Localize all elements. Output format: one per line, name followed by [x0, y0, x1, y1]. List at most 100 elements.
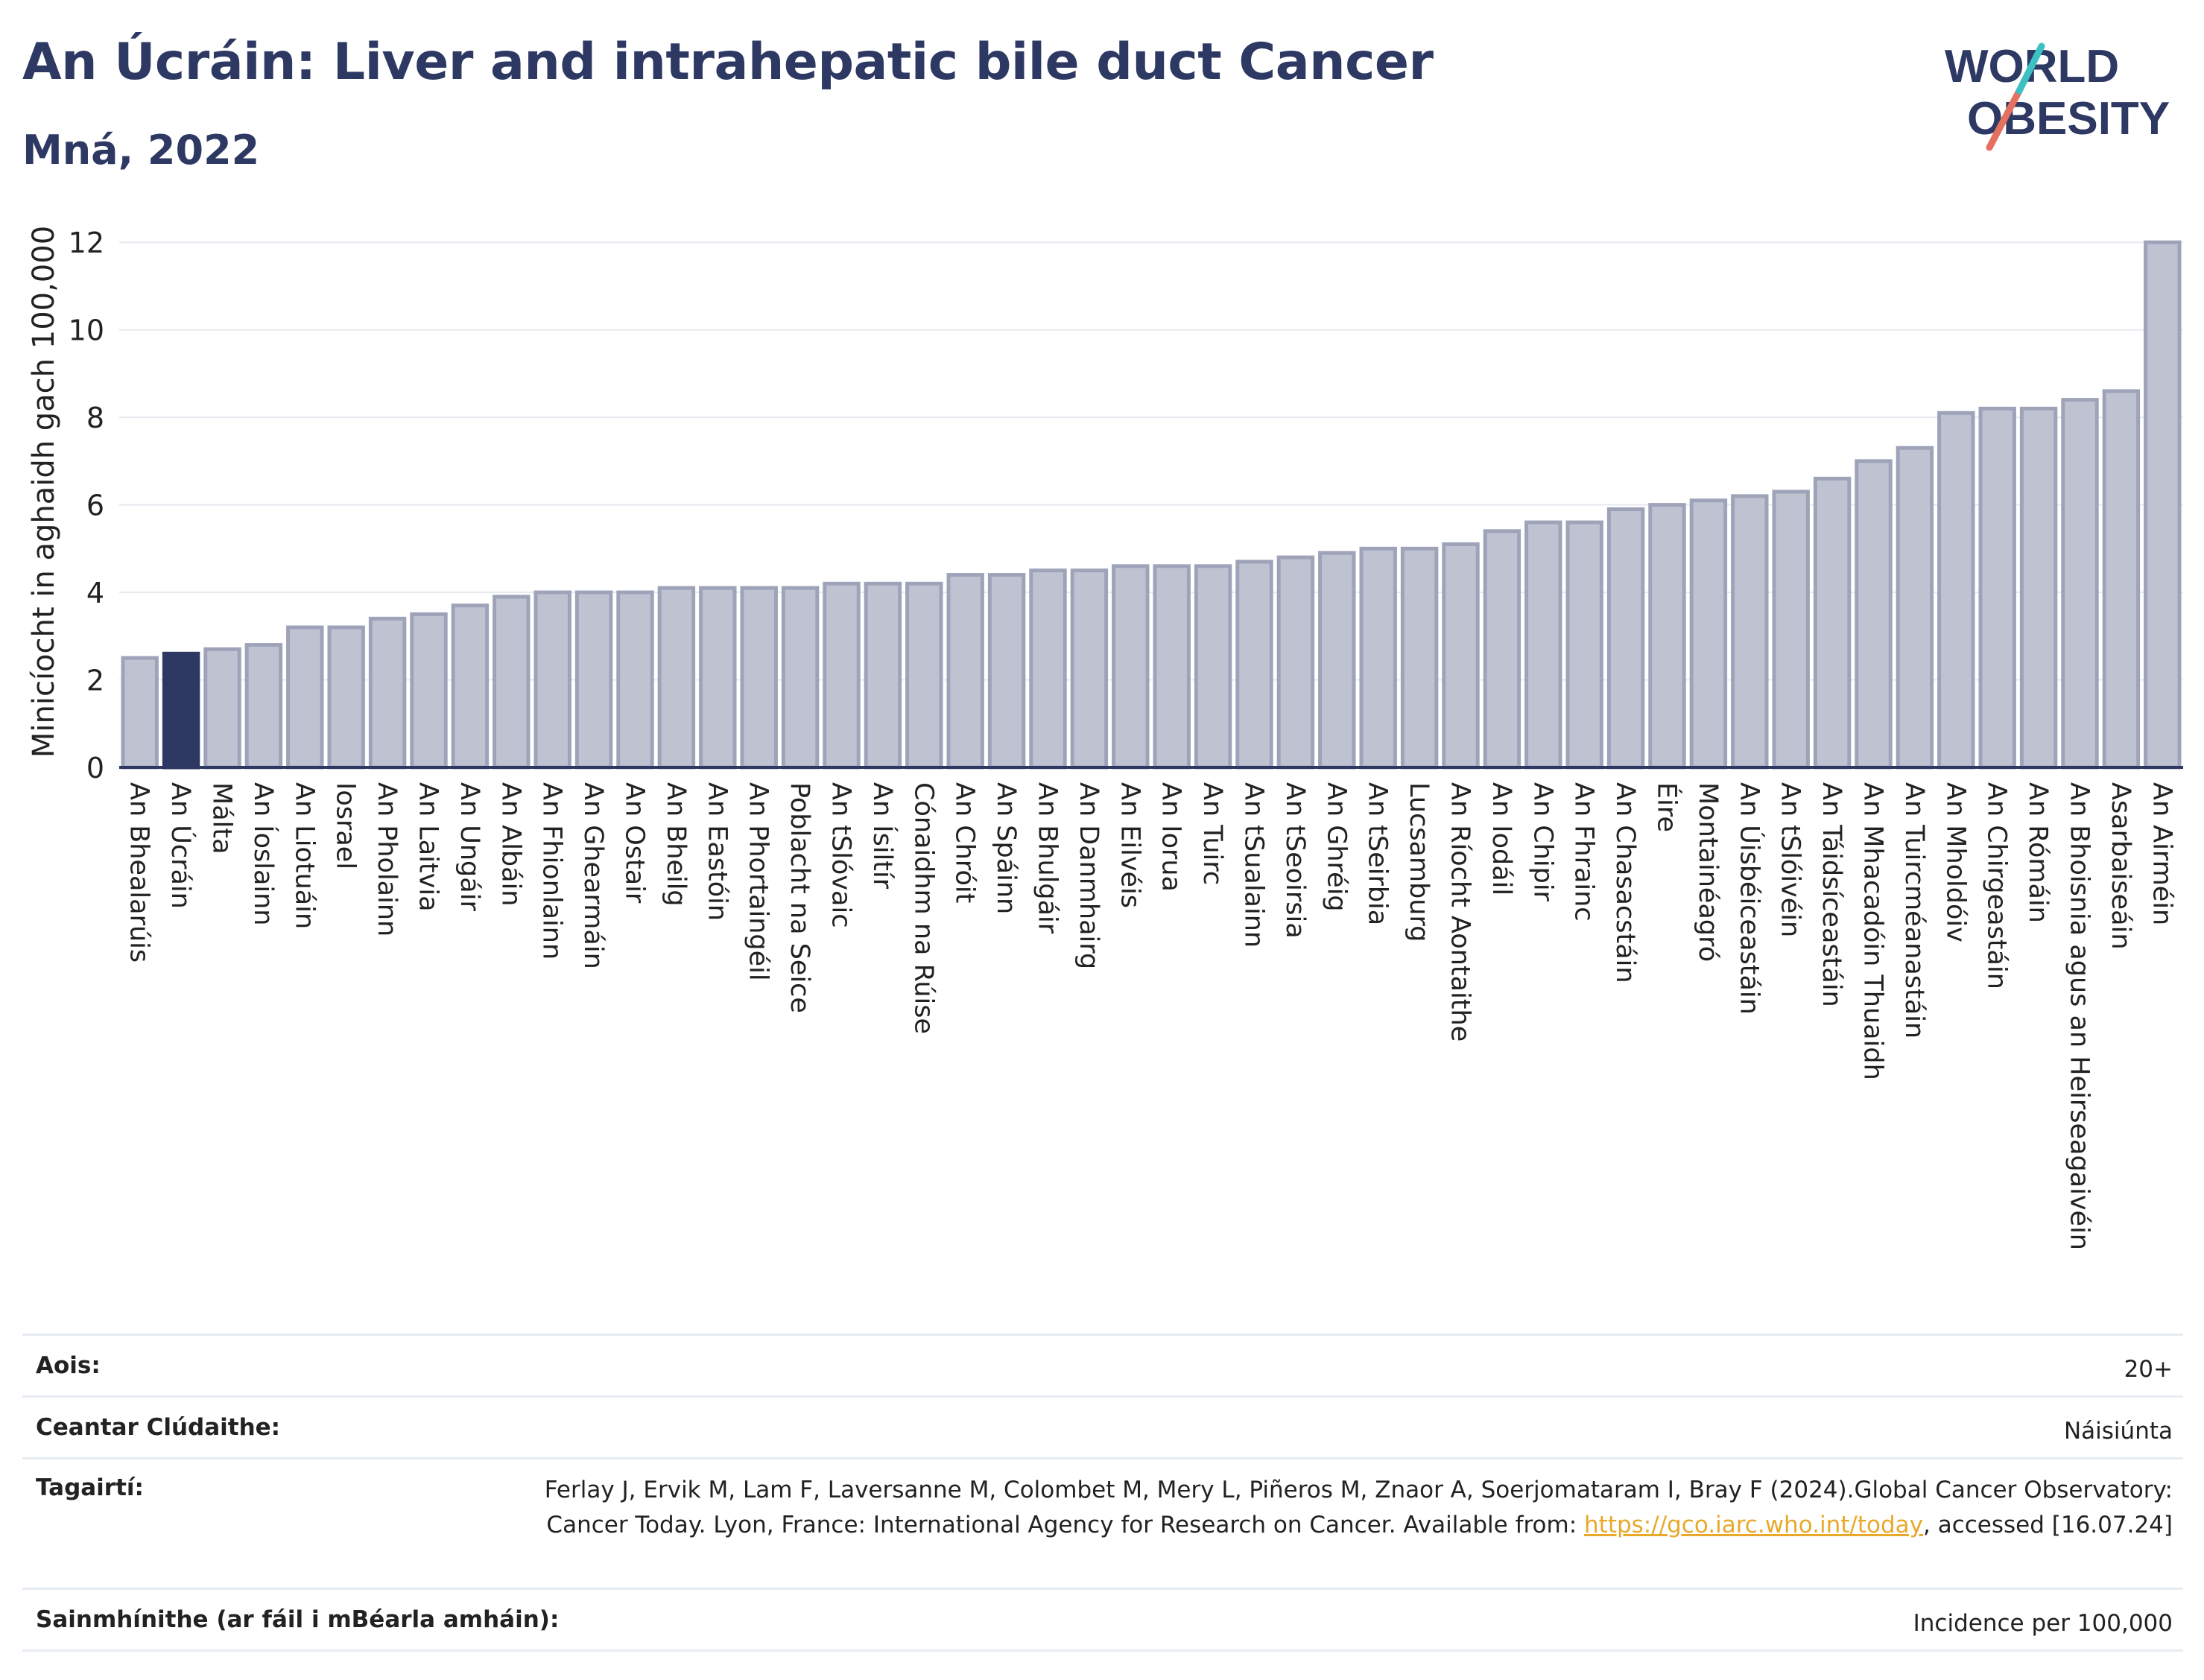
x-tick-label: An Úisbéiceastáin — [1734, 782, 1765, 1015]
x-tick-label: An Danmhairg — [1074, 782, 1103, 969]
x-tick-label: An Mholdóiv — [1940, 782, 1970, 942]
chart-subtitle: Mná, 2022 — [22, 127, 260, 174]
bar — [1855, 459, 1893, 770]
x-tick-label: An Rómáin — [2023, 782, 2053, 923]
bar — [1442, 542, 1480, 770]
bar — [1978, 406, 2016, 770]
bar — [1359, 546, 1397, 770]
x-tick-label: An Chirgeastáin — [1982, 782, 2012, 989]
bar — [1112, 564, 1150, 770]
reference-link[interactable]: https://gco.iarc.who.int/today — [1584, 1512, 1923, 1538]
bar — [987, 573, 1026, 770]
references-label: Tagairtí: — [36, 1474, 144, 1501]
x-tick-label: An Ísiltír — [867, 782, 899, 890]
bar — [1194, 564, 1232, 770]
x-tick-label: An Ríocht Aontaithe — [1445, 782, 1475, 1042]
bar — [574, 590, 613, 770]
bar — [1689, 498, 1728, 770]
bar — [1772, 489, 1810, 770]
details-row-definitions: Sainmhínithe (ar fáil i mBéarla amháin):… — [22, 1588, 2183, 1652]
x-tick-label: An Fhrainc — [1569, 782, 1599, 922]
y-tick-label: 0 — [86, 752, 104, 784]
bar — [533, 590, 571, 770]
bar — [121, 656, 159, 770]
x-tick-label: An Bhealarúis — [124, 782, 154, 963]
y-axis-label: Minicíocht in aghaidh gach 100,000 — [27, 226, 61, 758]
x-tick-label: An Eilvéis — [1115, 782, 1144, 908]
bar — [2061, 398, 2099, 770]
x-tick-label: Cónaidhm na Rúise — [908, 782, 938, 1034]
bar — [946, 573, 984, 770]
bar — [1318, 551, 1356, 770]
area-label: Ceantar Clúdaithe: — [36, 1414, 281, 1441]
bar — [1029, 568, 1067, 770]
x-tick-label: An Chróit — [950, 782, 980, 903]
bar — [2102, 389, 2141, 770]
y-tick-label: 12 — [69, 226, 104, 259]
bar — [781, 586, 820, 770]
reference-text: Ferlay J, Ervik M, Lam F, Laversanne M, … — [544, 1477, 2173, 1538]
x-tick-label: An Phortaingéil — [744, 782, 773, 981]
bar — [1565, 520, 1603, 770]
x-tick-label: An Liotuáin — [289, 782, 319, 929]
details-row-area: Ceantar Clúdaithe: Náisiúnta — [22, 1395, 2183, 1457]
bar — [905, 581, 943, 770]
x-tick-label: An tSualainn — [1239, 782, 1269, 948]
y-tick-label: 2 — [86, 665, 104, 697]
x-tick-label: An Ungáir — [455, 782, 484, 911]
x-tick-label: An Fhionlainn — [537, 782, 567, 960]
bar — [1648, 503, 1686, 770]
reference-accessed: , accessed [16.07.24] — [1922, 1512, 2173, 1538]
x-tick-label: Éire — [1652, 782, 1683, 832]
definitions-value: Incidence per 100,000 — [1913, 1610, 2173, 1637]
bar — [1524, 520, 1562, 770]
bar — [1606, 507, 1645, 770]
x-tick-label: Montainéagró — [1693, 782, 1723, 962]
bar — [203, 647, 241, 770]
x-tick-label: An Ostair — [620, 782, 650, 904]
chart-title: An Úcráin: Liver and intrahepatic bile d… — [22, 33, 1434, 92]
x-tick-label: An Ghréig — [1321, 782, 1351, 912]
details-row-age: Aois: 20+ — [22, 1334, 2183, 1395]
x-tick-label: An Iorua — [1156, 782, 1186, 892]
definitions-label: Sainmhínithe (ar fáil i mBéarla amháin): — [36, 1606, 560, 1633]
bar — [1937, 411, 1975, 770]
x-tick-label: An Airméin — [2147, 782, 2176, 925]
x-tick-label: An Úcráin — [165, 782, 197, 909]
x-tick-label: An Albáin — [495, 782, 525, 907]
x-tick-label: An Ghearmáin — [578, 782, 608, 969]
bar — [410, 612, 448, 770]
x-tick-label: An Tuirc — [1197, 782, 1227, 885]
bar — [1813, 476, 1852, 770]
x-tick-label: Iosrael — [331, 782, 361, 869]
bar — [1896, 446, 1934, 770]
bar — [286, 625, 324, 770]
age-value: 20+ — [2124, 1356, 2173, 1383]
x-tick-label: An Íoslainn — [248, 782, 279, 925]
x-tick-label: Lucsamburg — [1404, 782, 1434, 942]
bar — [1153, 564, 1191, 770]
bar — [162, 651, 200, 770]
bar — [368, 616, 407, 770]
world-obesity-logo: WORLD OBESITY — [1945, 41, 2170, 151]
bar — [1731, 494, 1769, 770]
bar — [244, 643, 283, 770]
x-tick-label: Asarbaiseáin — [2106, 782, 2135, 950]
references-value: Ferlay J, Ervik M, Lam F, Laversanne M, … — [533, 1473, 2173, 1543]
details-row-references: Tagairtí: Ferlay J, Ervik M, Lam F, Lave… — [22, 1457, 2183, 1588]
x-tick-label: An tSeirbia — [1363, 782, 1393, 925]
y-tick-label: 6 — [86, 489, 104, 522]
y-tick-label: 10 — [69, 314, 104, 347]
bar — [657, 586, 696, 770]
x-tick-label: An Tuircméanastáin — [1899, 782, 1929, 1039]
x-tick-label: An Mhacadóin Thuaidh — [1858, 782, 1888, 1080]
bar — [616, 590, 654, 770]
logo-slash-teal — [2015, 42, 2045, 95]
x-tick-label: An tSeoirsia — [1280, 782, 1310, 939]
x-tick-label: An Laitvia — [414, 782, 443, 912]
x-tick-label: An Táidsíceastáin — [1817, 782, 1846, 1007]
x-tick-label: An Spáinn — [991, 782, 1021, 914]
bar — [1483, 529, 1521, 770]
age-label: Aois: — [36, 1352, 101, 1379]
